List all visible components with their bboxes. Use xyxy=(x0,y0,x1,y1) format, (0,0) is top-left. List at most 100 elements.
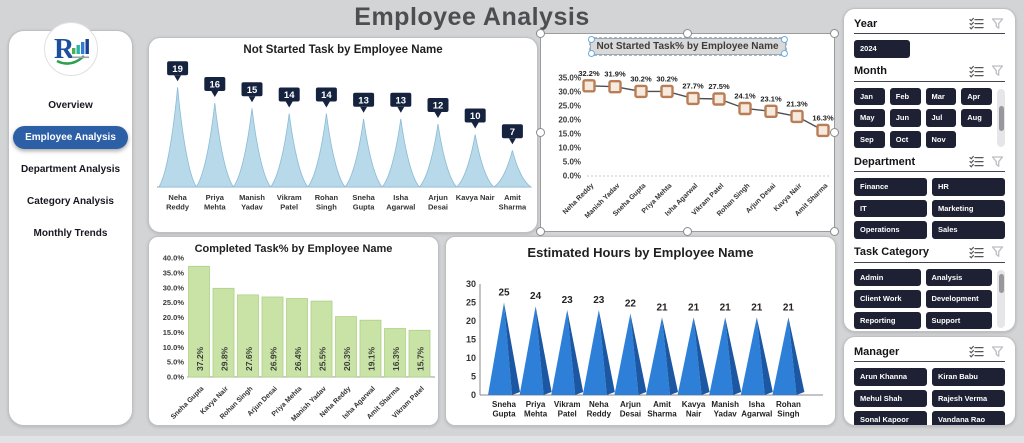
data-label: 7 xyxy=(510,127,515,138)
callout-pointer xyxy=(211,91,219,97)
slicer-option-nov[interactable]: Nov xyxy=(925,130,957,148)
line-marker xyxy=(790,109,804,124)
data-label-callout xyxy=(501,124,523,139)
slicer-option-reporting[interactable]: Reporting xyxy=(854,311,921,329)
slicer-option-analysis[interactable]: Analysis xyxy=(925,268,992,286)
scrollbar-thumb[interactable] xyxy=(998,274,1004,293)
data-label: 21.3% xyxy=(786,99,808,108)
title-selection-handle[interactable] xyxy=(780,50,788,57)
slicer-option-support[interactable]: Support xyxy=(925,311,992,329)
pyramid-front xyxy=(519,306,544,395)
slicer-option-aug[interactable]: Aug xyxy=(961,109,992,127)
data-label: 23.1% xyxy=(760,94,782,103)
slicer-option-sales[interactable]: Sales xyxy=(932,221,1005,239)
selection-handle[interactable] xyxy=(683,29,692,38)
category-label: Rohan xyxy=(315,193,339,202)
slicer-option-jan[interactable]: Jan xyxy=(854,87,885,105)
slicer-option-development[interactable]: Development xyxy=(925,290,992,308)
multiselect-icon[interactable] xyxy=(969,155,984,168)
pyramid-side xyxy=(630,313,647,395)
selection-handle[interactable] xyxy=(830,29,839,38)
slicer-option-arun-khanna[interactable]: Arun Khanna xyxy=(854,368,927,386)
slicer-option-apr[interactable]: Apr xyxy=(961,87,992,105)
slicer-option-vandana-rao[interactable]: Vandana Rao xyxy=(932,411,1005,425)
data-label: 15 xyxy=(247,85,258,96)
callout-pointer xyxy=(360,106,368,113)
selection-handle[interactable] xyxy=(536,29,545,38)
line-marker xyxy=(634,84,648,99)
selection-handle[interactable] xyxy=(536,128,545,137)
slicer-scrollbar[interactable] xyxy=(997,269,1005,328)
pyramid-side xyxy=(693,317,710,395)
clear-filter-icon[interactable] xyxy=(991,345,1005,358)
multiselect-icon[interactable] xyxy=(969,17,984,30)
clear-filter-icon[interactable] xyxy=(991,65,1005,77)
data-label-callout xyxy=(278,87,300,102)
slicer-year: Year 2024 xyxy=(854,17,1005,58)
selection-handle[interactable] xyxy=(536,227,545,236)
title-selection-handle[interactable] xyxy=(780,36,788,43)
slicer-option-sonal-kapoor[interactable]: Sonal Kapoor xyxy=(854,411,927,425)
slicer-option-hr[interactable]: HR xyxy=(932,178,1005,196)
scrollbar-thumb[interactable] xyxy=(998,106,1004,131)
slicer-option-marketing[interactable]: Marketing xyxy=(932,199,1005,217)
slicer-header-icons xyxy=(969,65,1005,78)
data-label-callout xyxy=(167,61,189,76)
sidebar-item-monthly-trends[interactable]: Monthly Trends xyxy=(33,228,108,239)
sidebar-item-employee-analysis[interactable]: Employee Analysis xyxy=(13,126,128,149)
slicer-option-kiran-babu[interactable]: Kiran Babu xyxy=(932,368,1005,386)
chart-title: Not Started Task by Employee Name xyxy=(243,44,443,56)
slicer-option-mehul-shah[interactable]: Mehul Shah xyxy=(854,389,927,407)
peak-shape xyxy=(232,108,272,188)
slicer-option-finance[interactable]: Finance xyxy=(854,178,927,196)
multiselect-icon[interactable] xyxy=(969,65,984,78)
category-label: Agarwal xyxy=(386,203,415,212)
slicer-option-oct[interactable]: Oct xyxy=(889,130,921,148)
slicer-scrollbar[interactable] xyxy=(997,88,1005,147)
slicer-option-operations[interactable]: Operations xyxy=(854,221,927,239)
clear-filter-icon[interactable] xyxy=(991,17,1005,30)
slicer-header-icons xyxy=(969,155,1005,168)
slicer-option-it[interactable]: IT xyxy=(854,199,927,217)
title-selection-handle[interactable] xyxy=(587,36,595,43)
data-label: 22 xyxy=(625,299,637,310)
category-label: Priya xyxy=(206,193,225,202)
sidebar-item-overview[interactable]: Overview xyxy=(48,100,93,111)
svg-text:R: R xyxy=(54,34,75,65)
slicer-option-jun[interactable]: Jun xyxy=(889,109,921,127)
slicer-option-client-work[interactable]: Client Work xyxy=(854,290,921,308)
pyramid-front xyxy=(551,309,576,395)
category-label: Kavya xyxy=(682,400,706,409)
data-label-callout xyxy=(315,87,337,102)
line-marker xyxy=(608,80,622,94)
multiselect-icon[interactable] xyxy=(969,246,984,259)
data-label: 14 xyxy=(284,90,295,101)
sidebar-item-category-analysis[interactable]: Category Analysis xyxy=(27,196,114,207)
title-selection-handle[interactable] xyxy=(587,50,595,57)
slicer-option-feb[interactable]: Feb xyxy=(889,87,921,105)
slicer-option-rajesh-verma[interactable]: Rajesh Verma xyxy=(932,389,1005,407)
selection-handle[interactable] xyxy=(683,227,692,236)
slicer-option-jul[interactable]: Jul xyxy=(925,109,957,127)
peak-shape xyxy=(492,150,533,188)
selection-handle[interactable] xyxy=(830,227,839,236)
pyramid-plot: 0 5 10 15 20 25 30 25 24 23 23 22 21 21 21 21 21 SnehaGup… xyxy=(466,279,823,419)
slicer-option-may[interactable]: May xyxy=(854,109,885,127)
callout-pointer xyxy=(174,75,182,82)
slicer-option-admin[interactable]: Admin xyxy=(854,268,921,286)
chart-title-selected[interactable]: Not Started Task% by Employee Name xyxy=(587,36,788,57)
sidebar-item-department-analysis[interactable]: Department Analysis xyxy=(20,164,121,175)
y-tick: 10 xyxy=(466,353,476,363)
slicer-options: Arun Khanna Kiran Babu Mehul Shah Rajesh Ve… xyxy=(854,368,1005,425)
selection-handle[interactable] xyxy=(830,128,839,137)
data-label: 37.2% xyxy=(195,346,205,371)
clear-filter-icon[interactable] xyxy=(991,246,1005,258)
clear-filter-icon[interactable] xyxy=(991,155,1005,168)
slicer-option-2024[interactable]: 2024 xyxy=(854,40,910,58)
slicer-option-mar[interactable]: Mar xyxy=(925,87,957,105)
y-tick: 0.0% xyxy=(167,373,184,382)
category-label: Reddy xyxy=(166,203,190,212)
multiselect-icon[interactable] xyxy=(969,345,984,358)
slicer-option-sep[interactable]: Sep xyxy=(854,130,885,148)
category-label: Isha xyxy=(393,193,409,202)
